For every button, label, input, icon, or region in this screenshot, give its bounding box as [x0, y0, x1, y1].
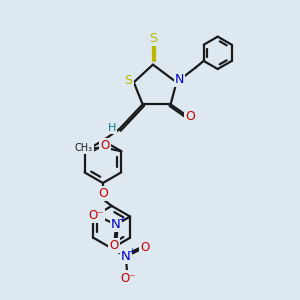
Text: O: O	[186, 110, 196, 123]
Text: O⁻: O⁻	[88, 209, 104, 222]
Text: +: +	[128, 247, 134, 256]
Text: S: S	[149, 32, 157, 45]
Text: O: O	[100, 140, 110, 152]
Text: S: S	[124, 74, 133, 87]
Text: O: O	[110, 239, 119, 252]
Text: O⁻: O⁻	[120, 272, 135, 285]
Text: H: H	[107, 123, 116, 133]
Text: N: N	[121, 250, 130, 263]
Text: N: N	[111, 218, 121, 231]
Text: CH₃: CH₃	[75, 143, 93, 153]
Text: O: O	[98, 187, 108, 200]
Text: O: O	[140, 241, 150, 254]
Text: N: N	[175, 73, 184, 86]
Text: +: +	[118, 215, 124, 224]
